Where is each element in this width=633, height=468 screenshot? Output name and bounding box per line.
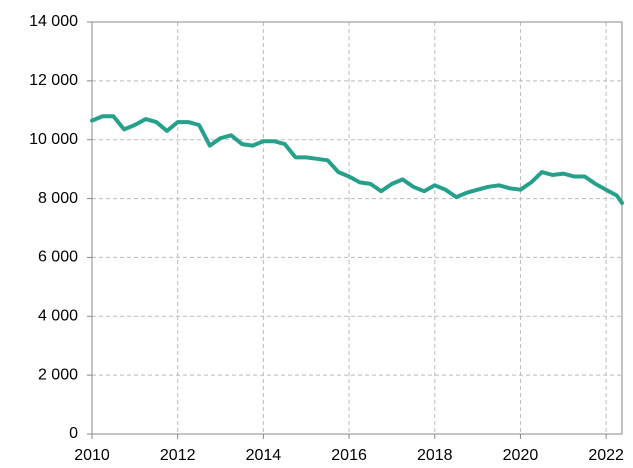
x-tick-label: 2012 — [160, 447, 196, 464]
y-tick-label: 8 000 — [38, 190, 78, 207]
y-tick-label: 4 000 — [38, 308, 78, 325]
x-tick-label: 2014 — [246, 447, 282, 464]
y-tick-label: 0 — [69, 425, 78, 442]
x-tick-label: 2010 — [74, 447, 110, 464]
x-tick-label: 2022 — [588, 447, 624, 464]
plot-frame — [91, 21, 623, 435]
y-tick-label: 2 000 — [38, 366, 78, 383]
y-tick-label: 14 000 — [29, 13, 78, 30]
x-tick-label: 2016 — [331, 447, 367, 464]
x-tick-label: 2020 — [503, 447, 539, 464]
data-line — [90, 114, 624, 205]
x-tick-label: 2018 — [417, 447, 453, 464]
y-tick-label: 6 000 — [38, 249, 78, 266]
y-tick-label: 10 000 — [29, 131, 78, 148]
y-tick-label: 12 000 — [29, 72, 78, 89]
